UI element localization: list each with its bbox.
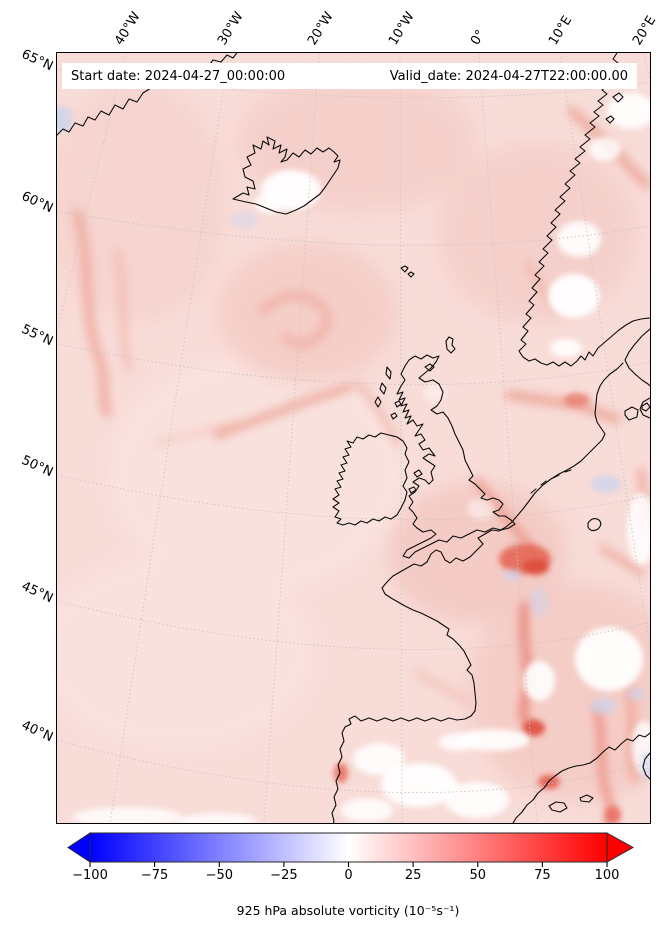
latitude-label-40n: 40°N [19, 717, 56, 746]
latitude-label-60n: 60°N [19, 188, 56, 217]
valid-date-label: Valid_date: 2024-04-27T22:00:00.00 [389, 68, 628, 84]
colorbar-tick-label-0: 0 [344, 868, 353, 883]
latitude-label-55n: 55°N [19, 321, 56, 350]
longitude-label-0: 0° [468, 27, 489, 48]
longitude-label-30w: 30°W [215, 9, 247, 48]
colorbar-extend-max-arrow [606, 832, 635, 863]
colorbar-gradient-bar [89, 832, 608, 863]
colorbar-tick-marks [89, 862, 608, 867]
vorticity-map [57, 53, 650, 823]
colorbar-tick-label-100: 100 [594, 868, 620, 883]
colorbar-tick-label-n50: −50 [205, 868, 234, 883]
longitude-label-10w: 10°W [386, 9, 418, 48]
negative-vorticity-blue-patches [57, 106, 650, 780]
start-date-label: Start date: 2024-04-27_00:00:00 [71, 68, 286, 84]
title-strip: Start date: 2024-04-27_00:00:00 Valid_da… [62, 63, 637, 89]
colorbar-extend-min-arrow [67, 832, 91, 863]
colorbar [67, 832, 635, 867]
colorbar-tick-label-25: 25 [404, 868, 422, 883]
near-zero-white-patches [72, 93, 650, 823]
longitude-label-10e: 10°E [546, 13, 576, 48]
coastlines [57, 53, 650, 823]
colorbar-tick-label-75: 75 [534, 868, 551, 883]
colorbar-title: 925 hPa absolute vorticity (10⁻⁵s⁻¹) [236, 903, 460, 918]
latitude-label-45n: 45°N [19, 578, 56, 607]
latitude-label-50n: 50°N [19, 452, 56, 481]
colorbar-tick-label-n100: −100 [72, 868, 108, 883]
longitude-label-40w: 40°W [112, 9, 144, 48]
longitude-label-20e: 20°E [630, 13, 659, 48]
latitude-label-65n: 65°N [19, 46, 56, 75]
colorbar-tick-label-n75: −75 [140, 868, 169, 883]
longitude-label-20w: 20°W [305, 9, 337, 48]
map-area [57, 53, 650, 823]
colorbar-tick-label-n25: −25 [270, 868, 298, 883]
graticule-gridlines [57, 53, 650, 823]
colorbar-tick-label-50: 50 [469, 868, 487, 883]
